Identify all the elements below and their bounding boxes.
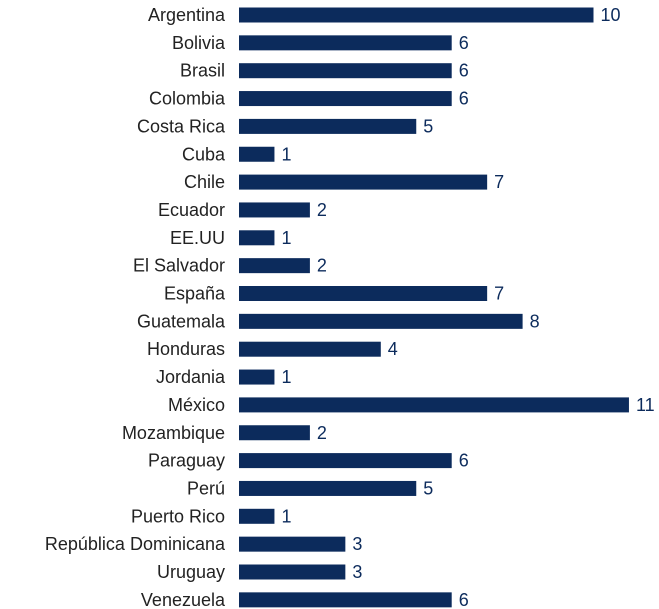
category-label-venezuela: Venezuela — [141, 590, 226, 609]
category-label-mexico: México — [168, 395, 225, 415]
bar-chile — [239, 174, 488, 190]
category-labels: Argentina Bolivia Brasil Colombia Costa Rica… — [45, 5, 226, 609]
value-label-mexico: 11 — [636, 395, 655, 415]
bar-jordania — [239, 369, 275, 385]
bars — [239, 7, 629, 608]
value-label-peru: 5 — [423, 478, 433, 498]
value-label-cuba: 1 — [281, 144, 291, 164]
category-label-uruguay: Uruguay — [157, 562, 225, 582]
value-label-honduras: 4 — [388, 339, 398, 359]
category-label-espana: España — [164, 284, 226, 304]
value-label-ecuador: 2 — [317, 200, 327, 220]
value-label-guatemala: 8 — [530, 311, 540, 331]
value-label-argentina: 10 — [601, 5, 621, 25]
value-label-republica-dominicana: 3 — [352, 534, 362, 554]
category-label-brasil: Brasil — [180, 61, 225, 81]
bar-uruguay — [239, 564, 346, 580]
value-label-el-salvador: 2 — [317, 256, 327, 276]
value-label-chile: 7 — [494, 172, 504, 192]
category-label-colombia: Colombia — [149, 89, 226, 109]
bar-cuba — [239, 146, 275, 162]
value-label-ee-uu: 1 — [281, 228, 291, 248]
bar-argentina — [239, 7, 594, 23]
value-label-mozambique: 2 — [317, 423, 327, 443]
value-label-colombia: 6 — [459, 89, 469, 109]
category-label-argentina: Argentina — [148, 5, 226, 25]
value-label-puerto-rico: 1 — [281, 506, 291, 526]
bar-ee-uu — [239, 230, 275, 246]
category-label-el-salvador: El Salvador — [133, 256, 225, 276]
value-label-espana: 7 — [494, 284, 504, 304]
category-label-jordania: Jordania — [156, 367, 226, 387]
bar-mozambique — [239, 425, 310, 441]
value-label-bolivia: 6 — [459, 33, 469, 53]
value-label-costa-rica: 5 — [423, 116, 433, 136]
category-label-guatemala: Guatemala — [137, 311, 226, 331]
category-label-peru: Perú — [187, 478, 225, 498]
value-label-uruguay: 3 — [352, 562, 362, 582]
category-label-republica-dominicana: República Dominicana — [45, 534, 226, 554]
category-label-chile: Chile — [184, 172, 225, 192]
category-label-honduras: Honduras — [147, 339, 225, 359]
bar-el-salvador — [239, 258, 310, 274]
category-label-costa-rica: Costa Rica — [137, 116, 226, 136]
bar-espana — [239, 286, 488, 301]
bar-costa-rica — [239, 118, 417, 134]
value-label-venezuela: 6 — [459, 590, 469, 609]
bar-bolivia — [239, 35, 452, 51]
bar-peru — [239, 480, 417, 496]
value-label-paraguay: 6 — [459, 451, 469, 471]
category-label-cuba: Cuba — [182, 144, 226, 164]
category-label-puerto-rico: Puerto Rico — [131, 506, 225, 526]
category-label-mozambique: Mozambique — [122, 423, 225, 443]
bar-mexico — [239, 397, 629, 413]
bar-guatemala — [239, 313, 523, 329]
category-label-ecuador: Ecuador — [158, 200, 225, 220]
bar-brasil — [239, 63, 452, 79]
category-label-bolivia: Bolivia — [172, 33, 226, 53]
category-label-paraguay: Paraguay — [148, 451, 225, 471]
bar-venezuela — [239, 592, 452, 608]
value-label-brasil: 6 — [459, 61, 469, 81]
bar-honduras — [239, 341, 381, 357]
category-label-ee-uu: EE.UU — [170, 228, 225, 248]
bar-puerto-rico — [239, 508, 275, 524]
bar-republica-dominicana — [239, 536, 346, 552]
bar-colombia — [239, 91, 452, 107]
bar-ecuador — [239, 202, 310, 218]
bar-paraguay — [239, 453, 452, 469]
value-label-jordania: 1 — [281, 367, 291, 387]
